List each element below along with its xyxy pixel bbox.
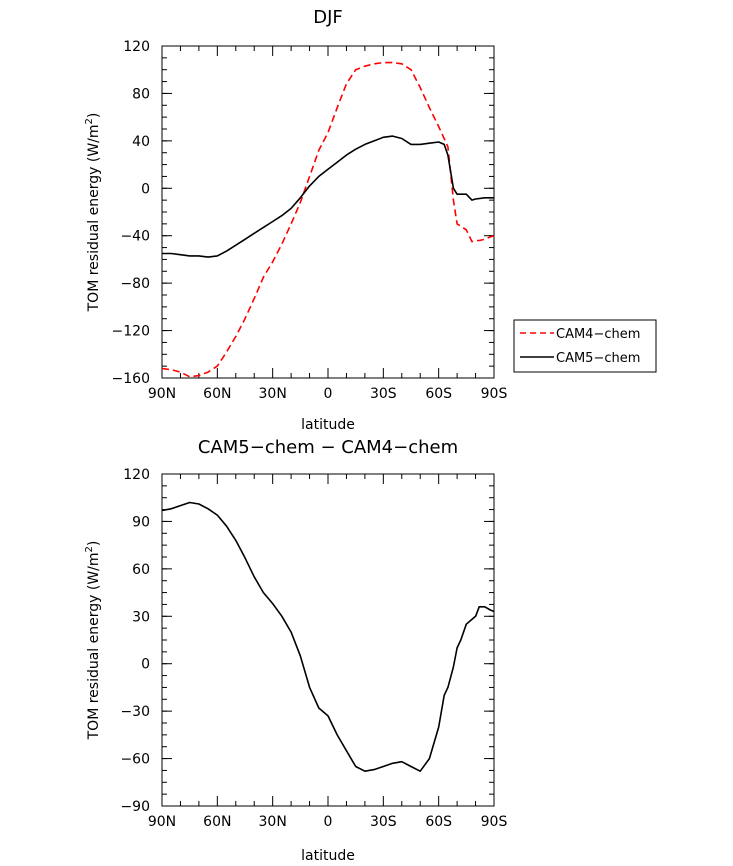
bottom-xtick-label: 60S bbox=[425, 814, 452, 830]
top-xtick-label: 0 bbox=[324, 386, 333, 402]
top-ytick-label: −80 bbox=[120, 276, 150, 292]
bottom-ytick-label: 0 bbox=[141, 657, 150, 673]
top-xtick-label: 60S bbox=[425, 386, 452, 402]
top-y-axis-label: TOM residual energy (W/m2) bbox=[84, 113, 102, 313]
bottom-series-group bbox=[161, 501, 495, 773]
top-ytick-label: 80 bbox=[132, 86, 150, 102]
top-series-line bbox=[161, 61, 495, 378]
legend: CAM4−chem CAM5−chem bbox=[513, 319, 657, 373]
bottom-ytick-label: 60 bbox=[132, 562, 150, 578]
bottom-plot-frame bbox=[161, 473, 495, 807]
top-ytick-label: −160 bbox=[112, 371, 150, 387]
legend-label-cam5: CAM5−chem bbox=[556, 351, 640, 366]
legend-box bbox=[513, 319, 657, 373]
top-series-line bbox=[162, 135, 494, 258]
bottom-y-axis-label: TOM residual energy (W/m2) bbox=[84, 541, 102, 741]
bottom-series-line bbox=[161, 501, 495, 773]
top-y-label-end: ) bbox=[86, 113, 102, 118]
top-chart-title: DJF bbox=[313, 7, 343, 28]
panel-top: DJF 90N 60N 30N 0 30S 60S 90S −160 −120 −80 −40 0 40… bbox=[84, 7, 507, 433]
bottom-ytick-label: −60 bbox=[120, 752, 150, 768]
top-xtick-label: 90N bbox=[148, 386, 176, 402]
top-plot-frame bbox=[161, 45, 495, 379]
top-xtick-label: 60N bbox=[203, 386, 231, 402]
legend-label-cam4: CAM4−chem bbox=[556, 327, 640, 342]
top-ytick-label: 40 bbox=[132, 134, 150, 150]
bottom-x-axis-label: latitude bbox=[301, 848, 355, 864]
bottom-ytick-label: 30 bbox=[132, 609, 150, 625]
top-xtick-label: 30S bbox=[370, 386, 397, 402]
bottom-chart-title: CAM5−chem − CAM4−chem bbox=[198, 437, 458, 458]
top-ytick-label: 0 bbox=[141, 181, 150, 197]
top-ytick-label: 120 bbox=[123, 39, 150, 55]
bottom-y-label-main: TOM residual energy (W/m bbox=[86, 552, 102, 740]
bottom-ytick-label: 90 bbox=[132, 514, 150, 530]
bottom-xtick-label: 30S bbox=[370, 814, 397, 830]
top-y-label-sup: 2 bbox=[84, 118, 95, 124]
bottom-xtick-label: 90N bbox=[148, 814, 176, 830]
bottom-y-label-sup: 2 bbox=[84, 546, 95, 552]
top-axis-ticks: 90N 60N 30N 0 30S 60S 90S −160 −120 −80 −40 0 40 80 12… bbox=[112, 39, 508, 402]
top-x-axis-label: latitude bbox=[301, 417, 355, 433]
bottom-xtick-label: 60N bbox=[203, 814, 231, 830]
bottom-xtick-label: 30N bbox=[259, 814, 287, 830]
top-series-group bbox=[161, 61, 495, 378]
panel-bottom: CAM5−chem − CAM4−chem 90N 60N 30N 0 30S 60S 90… bbox=[84, 437, 507, 864]
bottom-xtick-label: 90S bbox=[481, 814, 508, 830]
top-xtick-label: 30N bbox=[259, 386, 287, 402]
bottom-axis-ticks: 90N 60N 30N 0 30S 60S 90S −90 −60 −30 0 30 60 90 120 bbox=[120, 467, 507, 830]
bottom-ytick-label: −90 bbox=[120, 799, 150, 815]
bottom-xtick-label: 0 bbox=[324, 814, 333, 830]
bottom-ytick-label: 120 bbox=[123, 467, 150, 483]
top-ytick-label: −120 bbox=[112, 324, 150, 340]
top-ytick-label: −40 bbox=[120, 229, 150, 245]
top-xtick-label: 90S bbox=[481, 386, 508, 402]
bottom-ytick-label: −30 bbox=[120, 704, 150, 720]
bottom-y-label-end: ) bbox=[86, 541, 102, 546]
top-y-label-main: TOM residual energy (W/m bbox=[86, 124, 102, 312]
